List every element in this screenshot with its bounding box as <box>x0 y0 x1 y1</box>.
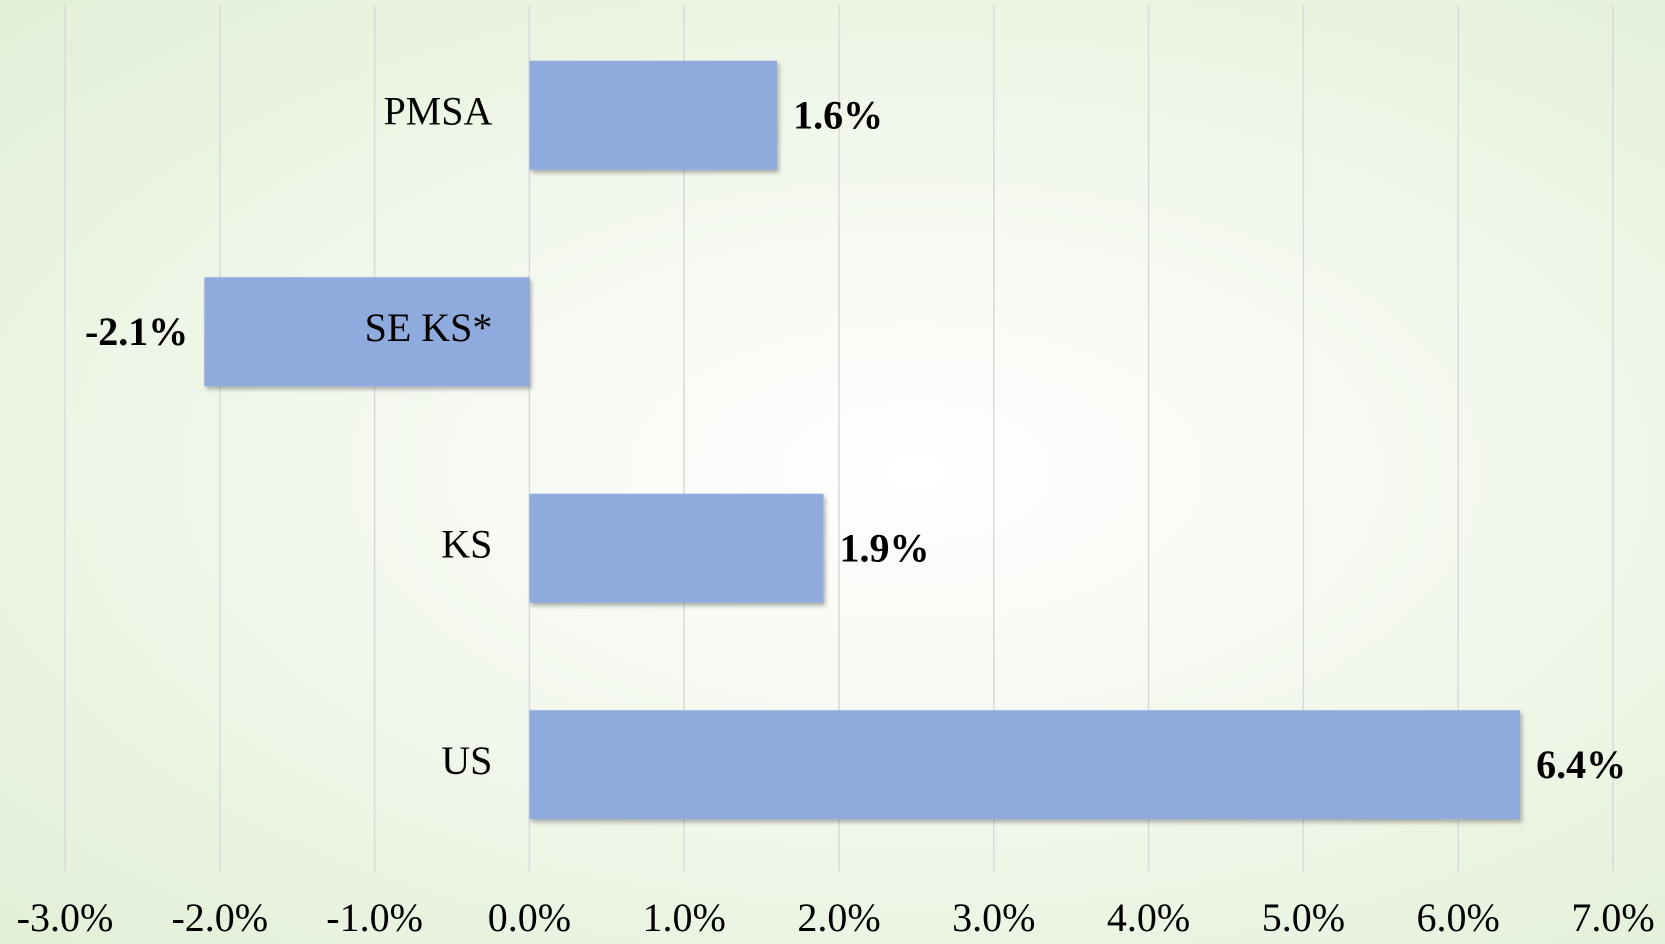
x-tick-label: -2.0% <box>171 895 268 940</box>
bar <box>529 710 1521 820</box>
x-tick-label: -1.0% <box>326 895 423 940</box>
x-tick-label: -3.0% <box>17 895 114 940</box>
bar <box>529 493 824 603</box>
x-tick-label: 2.0% <box>797 895 880 940</box>
bar <box>529 60 778 170</box>
x-tick-label: 7.0% <box>1571 895 1654 940</box>
x-tick-label: 4.0% <box>1107 895 1190 940</box>
x-tick-label: 5.0% <box>1262 895 1345 940</box>
data-label: 6.4% <box>1536 742 1626 787</box>
x-tick-label: 1.0% <box>643 895 726 940</box>
data-label: -2.1% <box>85 309 188 354</box>
y-tick-label: SE KS* <box>365 305 493 350</box>
y-tick-label: KS <box>441 521 492 566</box>
data-label: 1.9% <box>840 525 930 570</box>
x-tick-label: 3.0% <box>952 895 1035 940</box>
y-tick-label: US <box>441 738 492 783</box>
bar <box>204 277 530 387</box>
x-tick-label: 0.0% <box>488 895 571 940</box>
y-tick-label: PMSA <box>383 88 492 133</box>
data-label: 1.6% <box>793 92 883 137</box>
x-tick-label: 6.0% <box>1417 895 1500 940</box>
